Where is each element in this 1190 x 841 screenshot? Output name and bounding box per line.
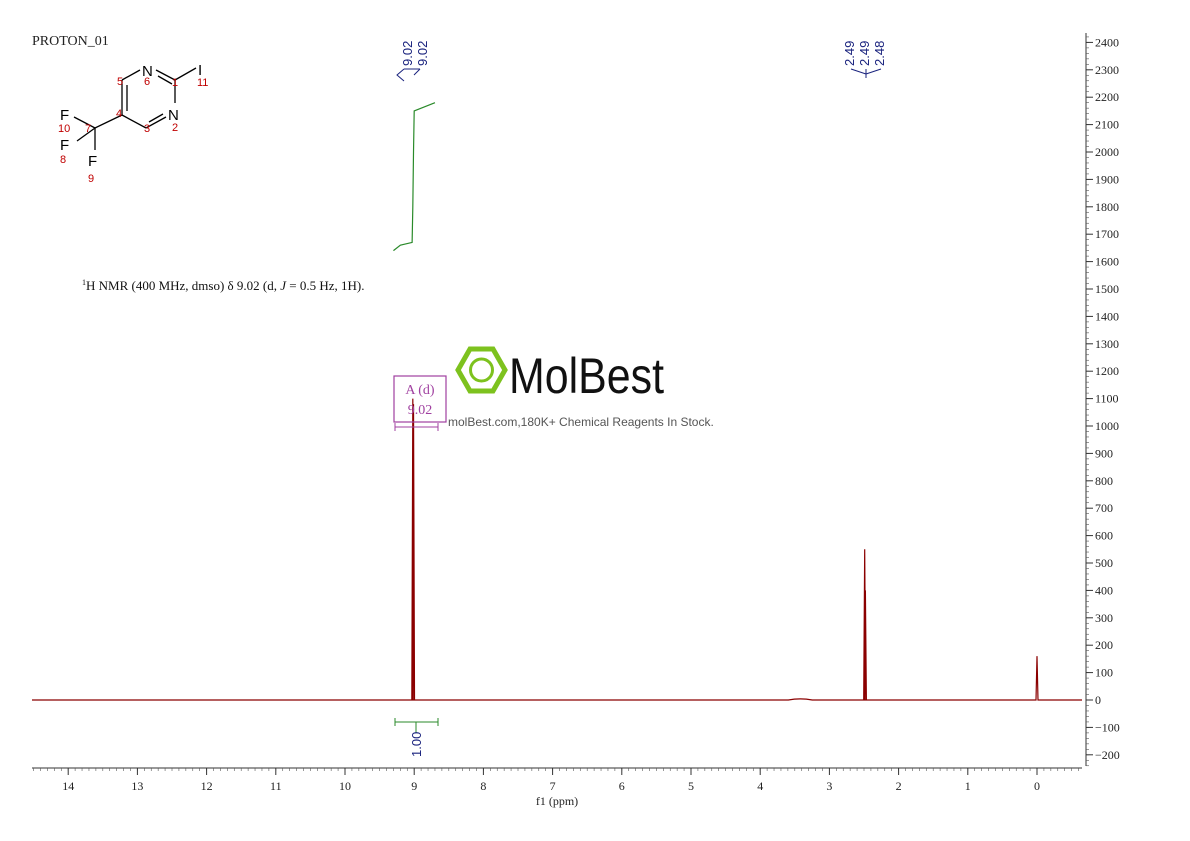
y-tick-label: 500	[1095, 556, 1113, 570]
y-tick-label: 1400	[1095, 309, 1119, 323]
atom-label: F	[88, 153, 97, 170]
y-tick-label: 2300	[1095, 63, 1119, 77]
structure-atoms: N N I F F F	[60, 62, 202, 170]
peak-label: 2.49	[842, 41, 857, 66]
x-tick-label: 1	[965, 779, 971, 793]
x-tick-label: 7	[550, 779, 556, 793]
y-tick-label: 800	[1095, 474, 1113, 488]
x-axis-label: f1 (ppm)	[536, 794, 578, 808]
integral-curve	[393, 102, 436, 252]
document-label: PROTON_01	[32, 34, 109, 49]
atom-number: 3	[144, 123, 150, 135]
atom-number: 4	[116, 108, 122, 120]
structure-numbers: 1 2 3 4 5 6 7 8 9 10 11	[58, 76, 208, 185]
y-tick-label: 1800	[1095, 200, 1119, 214]
atom-number: 7	[85, 123, 91, 135]
multiplet-box	[393, 375, 447, 423]
y-tick-label: 1600	[1095, 255, 1119, 269]
y-tick-label: 1500	[1095, 282, 1119, 296]
x-tick-label: 8	[480, 779, 486, 793]
peak-label-connector	[396, 68, 421, 82]
y-tick-label: 100	[1095, 666, 1113, 680]
x-tick-label: 14	[62, 779, 74, 793]
atom-number: 1	[172, 77, 178, 89]
y-tick-label: 2400	[1095, 35, 1119, 49]
y-tick-label: 2200	[1095, 90, 1119, 104]
y-tick-label: 400	[1095, 583, 1113, 597]
y-tick-label: 1900	[1095, 172, 1119, 186]
atom-label: N	[168, 107, 179, 124]
peak-labels: 9.02 9.02 2.49 2.49 2.48	[396, 41, 887, 82]
peak-label: 2.49	[857, 41, 872, 66]
y-tick-label: −200	[1095, 748, 1120, 762]
atom-number: 11	[197, 77, 208, 89]
x-tick-label: 3	[826, 779, 832, 793]
spectrum-trace	[32, 398, 1082, 701]
atom-number: 2	[172, 122, 178, 134]
atom-number: 9	[88, 173, 94, 185]
y-tick-label: 1700	[1095, 227, 1119, 241]
atom-number: 5	[117, 76, 123, 88]
nmr-summary-j: J	[280, 278, 287, 293]
x-tick-label: 13	[131, 779, 143, 793]
atom-label: F	[60, 107, 69, 124]
y-tick-label: 1300	[1095, 337, 1119, 351]
y-tick-label: 1100	[1095, 392, 1119, 406]
y-tick-label: 200	[1095, 638, 1113, 652]
y-tick-label: 1000	[1095, 419, 1119, 433]
chemical-structure: N N I F F F 1 2 3 4 5 6 7 8 9 10 11	[58, 62, 208, 185]
peak-label: 9.02	[415, 41, 430, 66]
atom-number: 8	[60, 154, 66, 166]
y-tick-label: 900	[1095, 446, 1113, 460]
x-tick-label: 10	[339, 779, 351, 793]
atom-label: F	[60, 137, 69, 154]
structure-bonds	[73, 67, 197, 150]
atom-label: I	[198, 62, 202, 79]
x-tick-label: 5	[688, 779, 694, 793]
y-tick-label: 2100	[1095, 118, 1119, 132]
y-tick-label: 300	[1095, 611, 1113, 625]
x-tick-label: 4	[757, 779, 763, 793]
integral-value: 1.00	[409, 732, 424, 757]
atom-label: N	[142, 63, 153, 80]
peak-label-connector	[850, 68, 882, 78]
peak-label: 2.48	[872, 41, 887, 66]
atom-number: 6	[144, 76, 150, 88]
y-tick-label: 1200	[1095, 364, 1119, 378]
multiplet-label: A (d)	[405, 383, 435, 398]
y-tick-label: 2000	[1095, 145, 1119, 159]
nmr-summary: 1H NMR (400 MHz, dmso) δ 9.02 (d, J = 0.…	[82, 278, 365, 293]
x-tick-label: 2	[896, 779, 902, 793]
multiplet-annotation: A (d) 9.02	[393, 375, 447, 431]
x-tick-label: 9	[411, 779, 417, 793]
y-tick-label: 700	[1095, 501, 1113, 515]
multiplet-value: 9.02	[408, 403, 433, 418]
integral-annotation: 1.00	[394, 718, 439, 757]
y-tick-label: 600	[1095, 529, 1113, 543]
x-tick-label: 11	[270, 779, 282, 793]
y-tick-label: 0	[1095, 693, 1101, 707]
axes: 14 13 12 11 10 9 8 7 6 5 4 3 2 1 0−200−100010020030040…	[32, 33, 1120, 793]
x-tick-label: 0	[1034, 779, 1040, 793]
nmr-summary-text-a: H NMR (400 MHz, dmso) δ 9.02 (d,	[86, 278, 280, 293]
watermark: MolBest molBest.com,180K+ Chemical Reage…	[448, 346, 714, 429]
x-tick-label: 12	[201, 779, 213, 793]
atom-number: 10	[58, 123, 70, 135]
x-tick-label: 6	[619, 779, 625, 793]
peak-label: 9.02	[400, 41, 415, 66]
watermark-brand: MolBest	[509, 348, 664, 404]
integral-trace	[393, 102, 436, 252]
y-tick-label: −100	[1095, 720, 1120, 734]
watermark-tagline: molBest.com,180K+ Chemical Reagents In S…	[448, 415, 714, 429]
nmr-summary-text-b: = 0.5 Hz, 1H).	[286, 278, 364, 293]
spectrum	[32, 398, 1082, 701]
benzene-hexagon-icon	[455, 346, 508, 394]
nmr-summary-sup: 1	[82, 278, 86, 287]
